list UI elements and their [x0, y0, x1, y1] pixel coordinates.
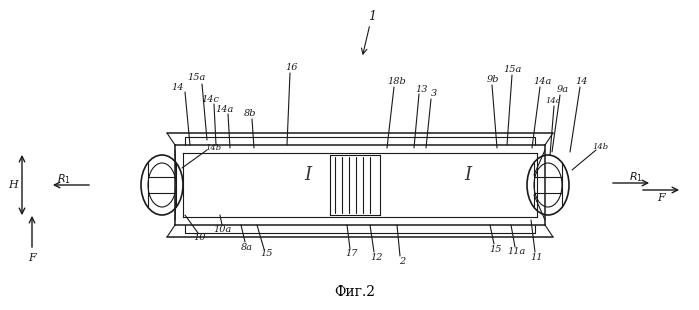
Text: 15a: 15a — [188, 73, 206, 82]
Text: 14c: 14c — [545, 97, 561, 105]
Text: 14a: 14a — [216, 104, 234, 113]
Text: 9a: 9a — [557, 85, 569, 94]
Text: 10: 10 — [194, 233, 206, 242]
Text: 14a: 14a — [534, 77, 552, 86]
Text: 16: 16 — [286, 63, 298, 72]
Text: F: F — [28, 253, 36, 263]
Text: 17: 17 — [346, 250, 359, 259]
Text: F: F — [657, 193, 665, 203]
Text: 3: 3 — [431, 90, 437, 99]
Text: $R_1$: $R_1$ — [629, 170, 643, 184]
Text: I: I — [464, 166, 472, 184]
Text: 14: 14 — [172, 82, 185, 91]
Text: H: H — [8, 180, 18, 190]
Text: Фиг.2: Фиг.2 — [335, 285, 375, 299]
Text: 2: 2 — [399, 256, 405, 265]
Text: $R_1$: $R_1$ — [57, 172, 71, 186]
Text: 12: 12 — [370, 253, 383, 262]
Text: 18b: 18b — [388, 77, 406, 86]
Text: 15: 15 — [261, 250, 273, 259]
Text: 8b: 8b — [244, 109, 257, 118]
Text: 1: 1 — [368, 11, 376, 24]
Text: I: I — [305, 166, 312, 184]
Text: 13: 13 — [416, 85, 428, 94]
Text: 8a: 8a — [241, 242, 253, 251]
Text: 15a: 15a — [504, 64, 522, 73]
Text: 14b: 14b — [592, 143, 608, 151]
Text: 14: 14 — [576, 77, 589, 86]
Text: 10a: 10a — [212, 225, 231, 234]
Text: 11: 11 — [531, 253, 543, 262]
Text: 14c: 14c — [201, 95, 219, 104]
Text: 11a: 11a — [507, 247, 526, 256]
Text: 15: 15 — [490, 245, 503, 254]
Text: 14b: 14b — [205, 144, 221, 152]
Text: 9b: 9b — [487, 74, 499, 83]
